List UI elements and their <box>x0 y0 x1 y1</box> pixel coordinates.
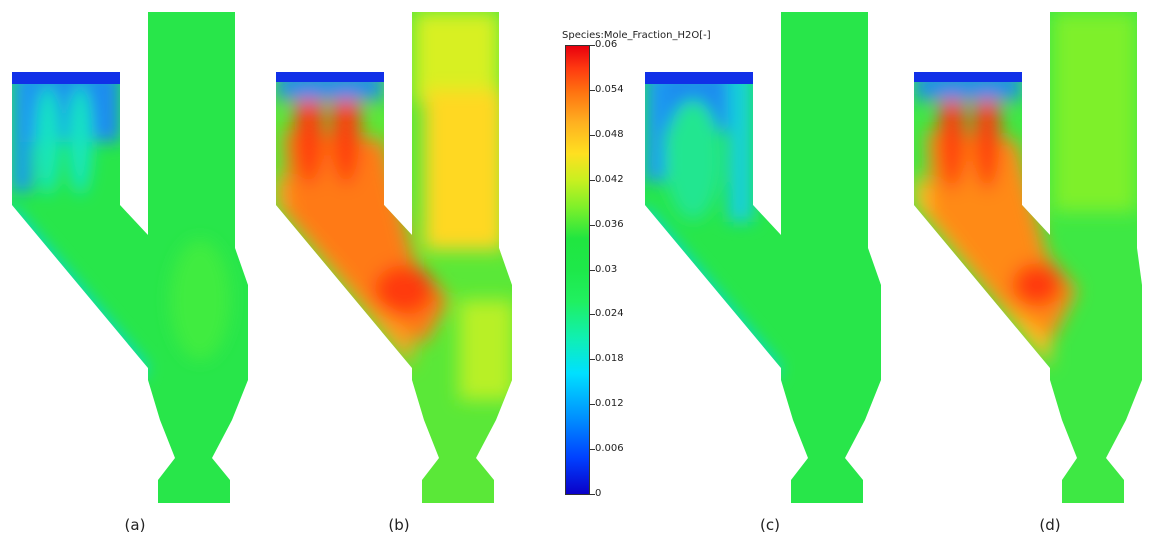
furnace-contour-a <box>12 12 248 503</box>
panel-label-d: (d) <box>1039 516 1061 534</box>
colorbar <box>565 45 590 495</box>
panel-label-b: (b) <box>388 516 410 534</box>
colorbar-tick-mark <box>590 134 595 136</box>
colorbar-tick-mark <box>590 269 595 271</box>
colorbar-tick-label: 0.024 <box>595 308 624 320</box>
colorbar-tick-label: 0.036 <box>595 218 624 230</box>
colorbar-tick-mark <box>590 314 595 316</box>
colorbar-tick-label: 0.06 <box>595 39 618 50</box>
colorbar-tick-label: 0.012 <box>595 398 624 410</box>
colorbar-tick-label: 0 <box>595 488 602 499</box>
contour-panel-b: (b) <box>264 0 524 534</box>
colorbar-tick-mark <box>590 404 595 406</box>
panel-label-c: (c) <box>760 516 780 534</box>
furnace-contour-d <box>914 12 1142 503</box>
colorbar-tick-mark <box>590 359 595 361</box>
colorbar-tick-mark <box>590 89 595 91</box>
colorbar-tick-mark <box>590 224 595 226</box>
contour-panel-c: (c) <box>633 0 893 534</box>
furnace-contour-c <box>645 12 881 503</box>
colorbar-tick-label: 0.054 <box>595 83 624 95</box>
colorbar-tick-mark <box>590 45 595 46</box>
colorbar-tick-label: 0.018 <box>595 353 624 365</box>
contour-panel-d: (d) <box>902 0 1150 534</box>
panel-label-a: (a) <box>124 516 146 534</box>
colorbar-tick-label: 0.048 <box>595 128 624 140</box>
contour-panel-a: (a) <box>0 0 260 534</box>
colorbar-tick-label: 0.03 <box>595 263 618 275</box>
colorbar-title: Species:Mole_Fraction_H2O[-] <box>562 30 711 41</box>
colorbar-tick-label: 0.042 <box>595 173 624 185</box>
colorbar-tick-label: 0.006 <box>595 443 624 455</box>
colorbar-tick-mark <box>590 179 595 181</box>
furnace-contour-b <box>276 12 512 503</box>
colorbar-tick-mark <box>590 449 595 451</box>
colorbar-tick-mark <box>590 494 595 495</box>
